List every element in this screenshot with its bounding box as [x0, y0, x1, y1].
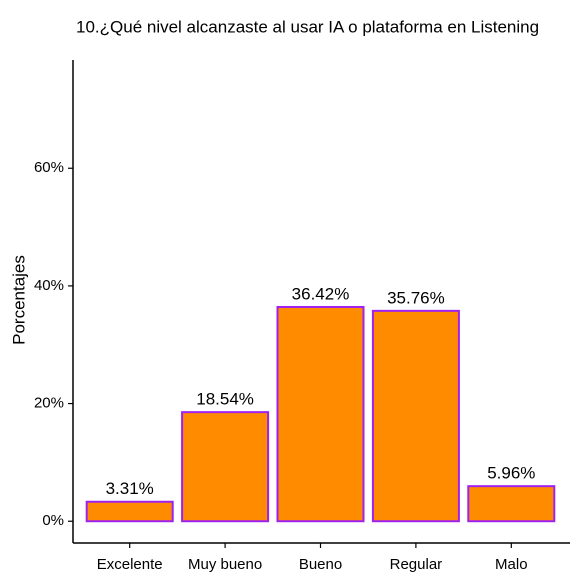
y-axis-label: Porcentajes [9, 255, 28, 345]
y-tick-label: 40% [34, 277, 64, 294]
x-tick-label: Malo [495, 556, 528, 573]
data-label: 35.76% [387, 288, 445, 307]
x-tick-label: Muy bueno [188, 556, 262, 573]
chart-title: 10.¿Qué nivel alcanzaste al usar IA o pl… [76, 17, 539, 36]
bar [85, 500, 174, 523]
bar [467, 485, 556, 523]
y-tick-label: 0% [42, 512, 64, 529]
data-label: 5.96% [487, 464, 535, 483]
bar [181, 411, 270, 523]
x-tick-label: Regular [390, 556, 443, 573]
x-tick-label: Excelente [97, 556, 163, 573]
data-label: 3.31% [106, 479, 154, 498]
y-tick-label: 60% [34, 159, 64, 176]
x-tick-label: Bueno [299, 556, 342, 573]
y-tick-label: 20% [34, 395, 64, 412]
bar [371, 309, 460, 523]
data-label: 36.42% [292, 284, 350, 303]
bar [276, 305, 365, 523]
data-label: 18.54% [196, 390, 254, 409]
